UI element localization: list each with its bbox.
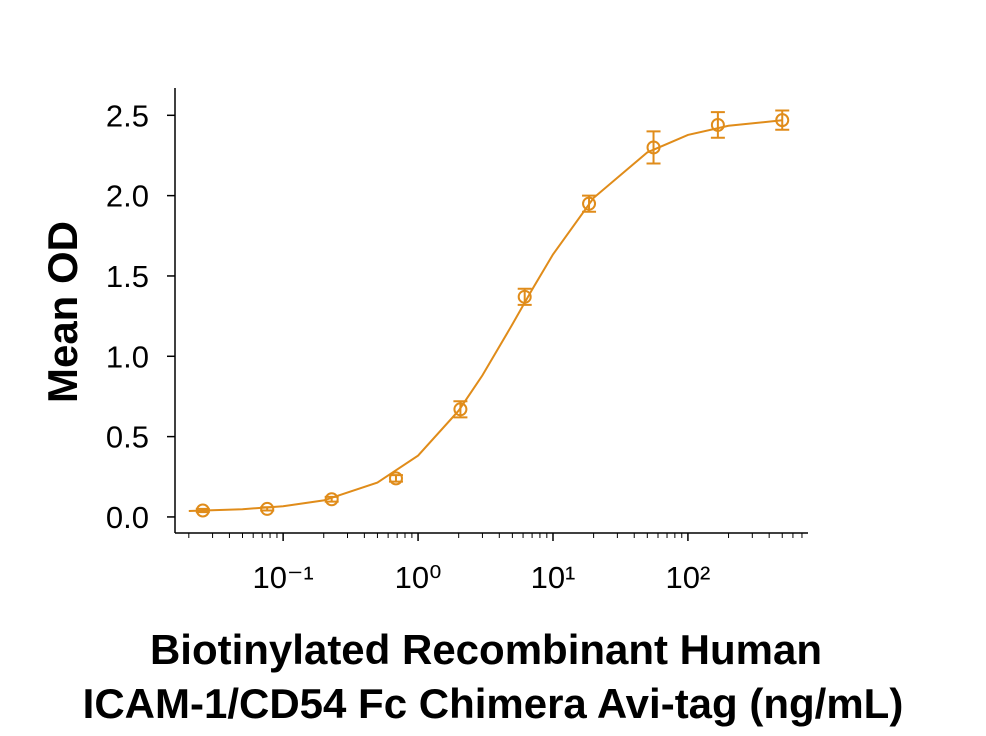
x-tick-label: 10⁻¹ xyxy=(253,560,314,595)
error-bar xyxy=(646,130,661,165)
data-point xyxy=(582,196,597,211)
data-point xyxy=(453,402,468,417)
x-tick-label: 10² xyxy=(666,560,711,595)
fit-curve xyxy=(188,119,783,512)
x-tick-label: 10¹ xyxy=(531,560,576,595)
y-tick-label: 1.5 xyxy=(106,259,149,294)
y-tick-label: 1.0 xyxy=(106,339,149,374)
x-axis-label: ICAM-1/CD54 Fc Chimera Avi-tag (ng/mL) xyxy=(83,680,904,727)
data-point xyxy=(710,117,725,132)
x-axis-label: Biotinylated Recombinant Human xyxy=(150,626,822,673)
y-axis-label: Mean OD xyxy=(39,221,86,403)
x-tick-label: 10⁰ xyxy=(395,560,442,595)
y-tick-label: 2.0 xyxy=(106,179,149,214)
y-tick-label: 2.5 xyxy=(106,98,149,133)
data-point xyxy=(388,471,403,486)
y-tick-label: 0.5 xyxy=(106,420,149,455)
data-point xyxy=(260,501,275,516)
error-bar xyxy=(710,111,725,139)
y-tick-label: 0.0 xyxy=(106,500,149,535)
